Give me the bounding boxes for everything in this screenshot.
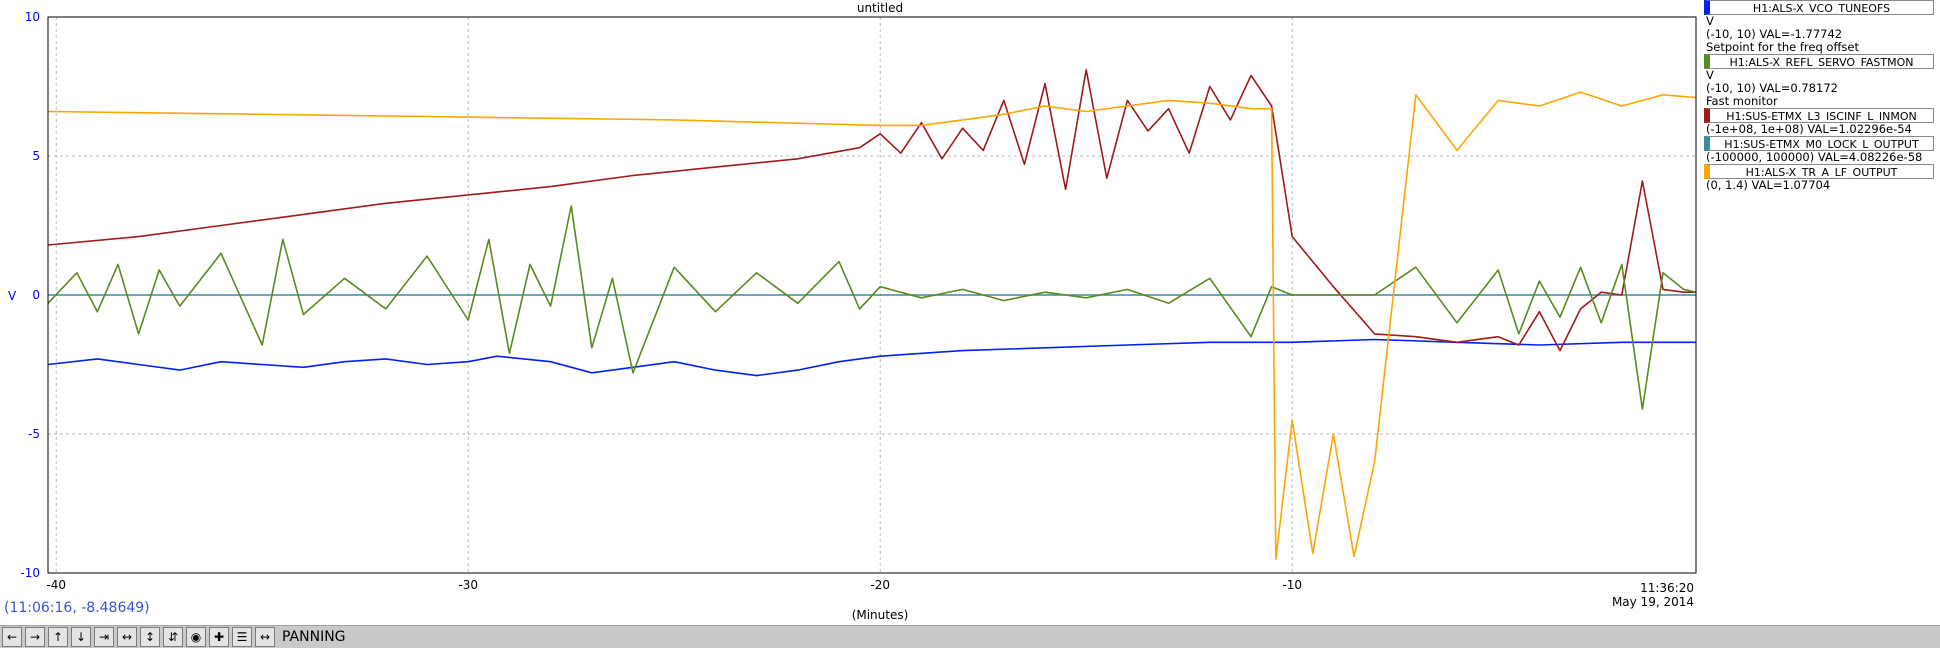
zoom-x-in-button[interactable]: ⇥ (94, 627, 114, 647)
toolbar: ← → ↑ ↓ ⇥ ↔ ↕ ⇵ ◉ ✚ ☰ ↔ PANNING (0, 625, 1940, 648)
legend-entry-iscinf[interactable]: H1:SUS-ETMX_L3_ISCINF_L_INMON (-1e+08, 1… (1700, 108, 1940, 136)
zoom-y-in-button[interactable]: ↕ (140, 627, 160, 647)
mode-label: PANNING (282, 629, 346, 645)
series-line-h1-als-x-tr-a-lf-output (47, 91, 1697, 560)
series-line-h1-als-x-vco-tuneofs (47, 338, 1696, 377)
pan-down-button[interactable]: ↓ (71, 627, 91, 647)
legend-range-value: (-100000, 100000) VAL=4.08226e-58 (1706, 150, 1923, 164)
legend-range-value: (-1e+08, 1e+08) VAL=1.02296e-54 (1706, 122, 1912, 136)
legend-description: Setpoint for the freq offset (1706, 40, 1859, 54)
legend-unit: V (1706, 14, 1714, 28)
legend-range-value: (0, 1.4) VAL=1.07704 (1706, 178, 1831, 192)
record-button[interactable]: ◉ (186, 627, 206, 647)
chart-plot[interactable]: untitled 10 5 0 -5 -10 -40 -30 -20 -10 V (Minute… (0, 0, 1700, 625)
pan-up-button[interactable]: ↑ (48, 627, 68, 647)
series-line-h1-sus-etmx-l3-iscinf-l-inmon (47, 69, 1696, 352)
pan-mode-button[interactable]: ↔ (255, 627, 275, 647)
x-tick-label: -30 (458, 578, 478, 592)
legend-channel-name[interactable]: H1:ALS-X_REFL_SERVO_FASTMON (1704, 54, 1934, 69)
y-tick-label: -10 (20, 566, 40, 580)
x-tick-label: -10 (1282, 578, 1302, 592)
legend-entry-vco[interactable]: H1:ALS-X_VCO_TUNEOFS V (-10, 10) VAL=-1.… (1700, 0, 1940, 54)
end-time-label: 11:36:20 (1640, 581, 1694, 595)
series-layer (47, 69, 1697, 560)
plot-frame (47, 16, 1697, 574)
zoom-y-out-button[interactable]: ⇵ (163, 627, 183, 647)
legend: H1:ALS-X_VCO_TUNEOFS V (-10, 10) VAL=-1.… (1700, 0, 1940, 192)
legend-range-value: (-10, 10) VAL=0.78172 (1706, 81, 1838, 95)
legend-unit: V (1706, 68, 1714, 82)
legend-channel-name[interactable]: H1:ALS-X_VCO_TUNEOFS (1704, 0, 1934, 15)
y-axis-label: V (8, 289, 17, 303)
y-tick-label: -5 (28, 427, 40, 441)
pan-left-button[interactable]: ← (2, 627, 22, 647)
series-line-h1-als-x-refl-servo-fastmon (47, 205, 1697, 410)
legend-channel-name[interactable]: H1:ALS-X_TR_A_LF_OUTPUT (1704, 164, 1934, 179)
legend-entry-refl[interactable]: H1:ALS-X_REFL_SERVO_FASTMON V (-10, 10) … (1700, 54, 1940, 108)
x-tick-label: -20 (870, 578, 890, 592)
end-date-label: May 19, 2014 (1612, 595, 1694, 609)
legend-entry-lock[interactable]: H1:SUS-ETMX_M0_LOCK_L_OUTPUT (-100000, 1… (1700, 136, 1940, 164)
crosshair-button[interactable]: ✚ (209, 627, 229, 647)
legend-channel-name[interactable]: H1:SUS-ETMX_L3_ISCINF_L_INMON (1704, 108, 1934, 123)
autoscale-button[interactable]: ☰ (232, 627, 252, 647)
cursor-readout: (11:06:16, -8.48649) (4, 600, 150, 616)
pan-right-button[interactable]: → (25, 627, 45, 647)
x-axis-label: (Minutes) (852, 608, 909, 622)
legend-entry-tr[interactable]: H1:ALS-X_TR_A_LF_OUTPUT (0, 1.4) VAL=1.0… (1700, 164, 1940, 192)
legend-description: Fast monitor (1706, 94, 1778, 108)
x-tick-label: -40 (46, 578, 66, 592)
y-tick-label: 0 (32, 288, 40, 302)
legend-channel-name[interactable]: H1:SUS-ETMX_M0_LOCK_L_OUTPUT (1704, 136, 1934, 151)
y-tick-label: 5 (32, 149, 40, 163)
y-tick-label: 10 (25, 10, 40, 24)
chart-title: untitled (857, 1, 903, 15)
legend-range-value: (-10, 10) VAL=-1.77742 (1706, 27, 1843, 41)
zoom-x-out-button[interactable]: ↔ (117, 627, 137, 647)
axis-ticks: 10 5 0 -5 -10 -40 -30 -20 -10 (20, 10, 1302, 592)
